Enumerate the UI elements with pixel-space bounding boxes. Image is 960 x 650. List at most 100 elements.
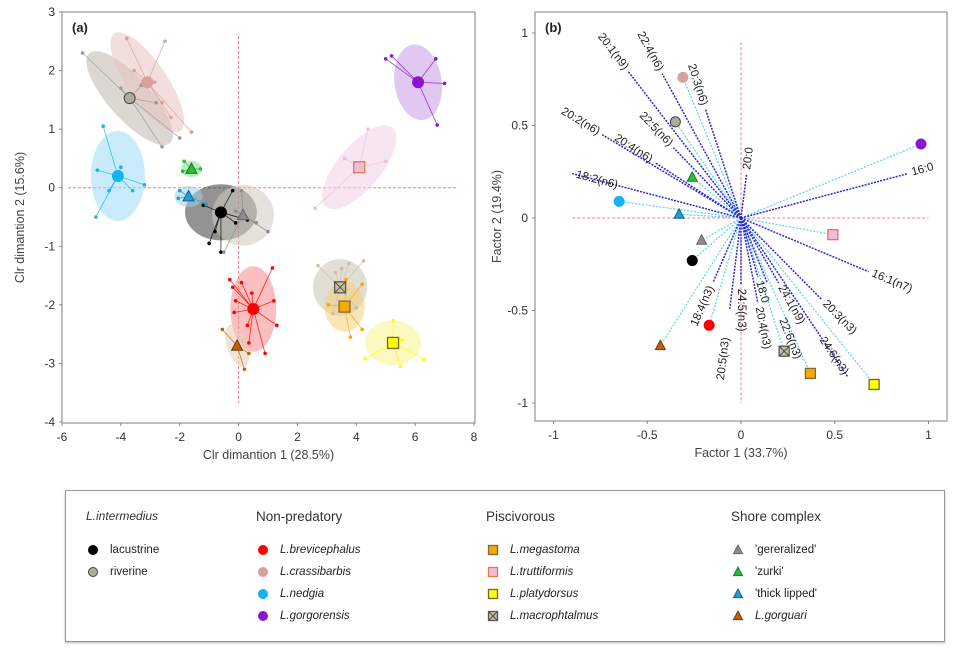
- point-brevicephalus: [263, 351, 267, 356]
- y-tick-label: 2: [48, 64, 55, 78]
- point-platydorsus: [391, 318, 395, 323]
- square-marker: [338, 300, 351, 313]
- point-nedgia: [101, 124, 105, 129]
- panel-b: -1 -0.5 0 0.5 1 -1 -0.5 0 0.5 1 Factor 1 (33.7%) Fa…: [490, 11, 948, 460]
- triangle-marker: [732, 543, 744, 555]
- triangle-marker: [654, 339, 667, 351]
- score-thick_lipped: [673, 207, 685, 219]
- point-truttiformis: [342, 156, 347, 161]
- legend-marker: [487, 588, 499, 600]
- loading-label: 20:0: [741, 147, 756, 171]
- legend-group-title: Piscivorous: [486, 509, 556, 524]
- x-tick-label: -1: [548, 428, 559, 442]
- point-lacustrine: [207, 241, 211, 246]
- point-nedgia: [142, 182, 147, 187]
- legend-label: 'thick lipped': [755, 588, 817, 600]
- x-tick-label: 0.5: [826, 428, 843, 442]
- legend-item-generalized: 'gereralized': [731, 539, 821, 561]
- circle-marker: [915, 138, 927, 150]
- circle-marker: [88, 567, 98, 577]
- loading-label: 20:1(n9): [595, 31, 631, 72]
- centroid-generalized: [236, 208, 250, 221]
- legend-label: L.platydorsus: [510, 588, 579, 600]
- point-crassibarbis: [132, 68, 136, 73]
- score-truttiformis: [827, 228, 839, 241]
- loading-label: 16:1(n7): [870, 268, 914, 296]
- legend-marker-generalized: [732, 543, 744, 555]
- loading-vector: [740, 172, 909, 219]
- loading-vector: [572, 172, 742, 219]
- loading-label: 20:4(n3): [753, 306, 773, 351]
- x-tick-label: 4: [353, 430, 360, 444]
- point-nedgia: [130, 188, 135, 193]
- square-marker: [827, 228, 839, 241]
- x-axis-label: Factor 1 (33.7%): [694, 446, 787, 460]
- point-zurki: [180, 169, 185, 174]
- point-gorgorensis: [433, 57, 438, 61]
- spoke-brevicephalus: [252, 267, 273, 310]
- point-brevicephalus: [275, 323, 279, 328]
- legend-label: L.truttiformis: [510, 566, 574, 578]
- loading-vector: [740, 173, 748, 219]
- spoke-truttiformis: [358, 129, 369, 168]
- loading-vector: [627, 71, 742, 219]
- centroid-megastoma: [338, 300, 351, 313]
- point-gorgorensis: [442, 81, 447, 86]
- score-lacustrine: [686, 255, 698, 267]
- circle-marker: [677, 71, 689, 83]
- point-megastoma: [360, 327, 364, 332]
- loading-label: 18:2(n6): [575, 169, 620, 192]
- y-tick-label: -1: [517, 396, 528, 410]
- point-brevicephalus: [239, 280, 244, 285]
- point-crassibarbis: [160, 100, 164, 105]
- circle-marker: [141, 76, 154, 89]
- spoke-brevicephalus: [229, 279, 254, 310]
- x-tick-label: -0.5: [637, 428, 658, 442]
- legend-group-title: Non-predatory: [256, 509, 343, 524]
- circle-marker: [111, 170, 124, 182]
- square-marker: [386, 336, 400, 350]
- point-megastoma: [326, 303, 331, 307]
- score-line-platydorsus: [740, 217, 875, 385]
- spoke-gorgorensis: [417, 82, 438, 126]
- legend-marker: [487, 544, 499, 556]
- legend-item-platydorsus: L.platydorsus: [486, 583, 598, 605]
- legend-item-macrophtalmus: L.macrophtalmus: [486, 605, 598, 627]
- loading-vector: [661, 73, 742, 219]
- triangle-marker: [686, 170, 699, 182]
- circle-marker: [214, 206, 227, 219]
- legend-marker-macrophtalmus: [487, 610, 499, 622]
- y-tick-label: 0: [48, 181, 55, 195]
- point-zurki: [198, 167, 203, 171]
- y-axis-label: Clr dimantion 2 (15.6%): [13, 152, 27, 283]
- x-tick-label: 0: [235, 430, 242, 444]
- score-line-macrophtalmus: [740, 217, 785, 352]
- legend-marker-platydorsus: [487, 588, 499, 600]
- point-brevicephalus: [245, 323, 250, 328]
- square-marker: [487, 544, 499, 556]
- point-macrophtalmus: [354, 305, 359, 310]
- panel-label: (b): [545, 20, 562, 35]
- legend-marker: [487, 566, 499, 578]
- legend-marker-truttiformis: [487, 566, 499, 578]
- point-lacustrine: [230, 188, 235, 193]
- score-line-zurki: [691, 176, 742, 219]
- point-megastoma: [348, 335, 353, 339]
- score-line-megastoma: [740, 217, 811, 374]
- point-zurki: [182, 159, 186, 164]
- x-axis-label: Clr dimantion 1 (28.5%): [203, 448, 334, 462]
- triangle-marker: [236, 208, 250, 221]
- loading-vector: [740, 217, 780, 284]
- triangle-marker: [732, 609, 744, 621]
- centroid-lacustrine: [214, 206, 227, 219]
- score-line-lacustrine: [691, 217, 742, 262]
- legend-item-brevicephalus: L.brevicephalus: [256, 539, 361, 561]
- point-gorguari: [220, 327, 225, 332]
- x-tick-label: 0: [738, 428, 745, 442]
- point-gorguari: [242, 367, 247, 372]
- legend-item-thick_lipped: 'thick lipped': [731, 583, 821, 605]
- point-truttiformis: [366, 127, 370, 131]
- loading-vector: [654, 161, 742, 219]
- loading-vector: [740, 217, 869, 273]
